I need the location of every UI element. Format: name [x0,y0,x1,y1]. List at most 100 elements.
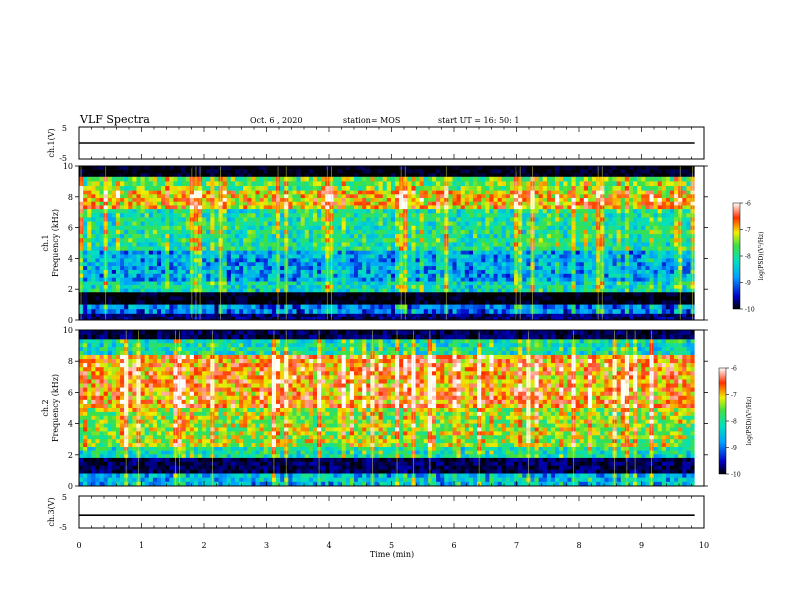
spectrogram-cell [440,258,445,263]
spectrogram-cell [587,250,593,255]
spectrogram-cell [481,205,486,210]
spectrogram-cell [624,242,630,247]
spectrogram-cell [136,198,141,203]
spectrogram-cell [156,173,162,178]
spectrogram-cell [649,181,654,187]
spectrogram-cell [345,250,351,255]
spectrogram-cell [382,281,388,286]
spectrogram-cell [423,217,429,222]
spectrogram-cell [473,258,478,263]
spectrogram-cell [91,254,96,259]
spectrogram-cell [292,213,297,218]
spectrogram-cell [423,285,429,289]
spectrogram-cell [378,166,383,170]
spectrogram-cell [522,186,527,191]
spectrogram-cell [165,186,170,191]
spectrogram-cell [460,176,466,182]
spectrogram-cell [407,169,412,174]
spectrogram-cell [567,198,572,203]
spectrogram-cell [271,266,277,271]
spectrogram-cell [95,169,100,174]
spectrogram-cell [95,281,100,286]
spectrogram-cell [169,285,174,289]
spectrogram-cell [637,221,642,227]
spectrogram-cell [243,250,248,255]
spectrogram-cell [604,250,609,255]
spectrogram-cell [526,238,531,243]
spectrogram-cell [575,281,580,286]
spectrogram-cell [633,288,638,293]
spectrogram-cell [140,288,145,293]
spectrogram-cell [419,169,425,174]
spectrogram-cell [657,198,663,203]
spectrogram-cell [456,281,461,286]
spectrogram-cell [226,229,232,235]
spectrogram-cell [341,169,347,174]
spectrogram-cell [259,190,264,195]
spectrogram-cell [624,229,630,235]
spectrogram-cell [477,285,482,289]
spectrogram-cell [489,234,494,239]
spectrogram-cell [128,221,133,227]
spectrogram-cell [148,281,154,286]
spectrogram-cell [206,281,211,286]
spectrogram-cell [165,225,170,231]
spectrogram-cell [427,181,433,187]
spectrogram-cell [140,201,145,206]
spectrogram-cell [489,213,494,218]
spectrogram-cell [555,173,560,178]
spectrogram-cell [115,234,121,239]
spectrogram-cell [271,176,277,182]
spectrogram-cell [501,221,507,227]
spectrogram-cell [144,281,150,286]
spectrogram-cell [271,181,277,187]
spectrogram-cell [534,198,539,203]
spectrogram-cell [148,254,154,259]
spectrogram-cell [165,269,170,275]
spectrogram-cell [477,262,482,267]
spectrogram-cell [649,277,654,282]
spectrogram-cell [682,238,687,243]
spectrogram-cell [423,209,429,214]
spectrogram-cell [452,269,457,275]
spectrogram-cell [87,254,92,259]
spectrogram-cell [633,225,638,231]
spectrogram-cell [559,173,564,178]
spectrogram-cell [358,176,363,182]
spectrogram-cell [169,273,174,278]
spectrogram-cell [296,281,301,286]
spectrogram-cell [628,173,634,178]
spectrogram-cell [144,250,150,255]
spectrogram-cell [288,176,293,182]
spectrogram-cell [440,198,445,203]
spectrogram-cell [128,250,133,255]
spectrogram-cell [374,166,379,170]
spectrogram-cell [120,246,125,251]
spectrogram-cell [128,205,133,210]
spectrogram-cell [481,281,486,286]
spectrogram-cell [292,277,297,282]
spectrogram-cell [460,285,466,289]
spectrogram-cell [214,225,219,231]
spectrogram-cell [460,169,466,174]
spectrogram-cell [526,234,531,239]
spectrogram-cell [288,169,293,174]
spectrogram-cell [456,254,461,259]
spectrogram-cell [661,181,667,187]
spectrogram-cell [436,285,441,289]
spectrogram-cell [358,277,363,282]
spectrogram-cell [526,186,531,191]
spectrogram-cell [99,201,104,206]
spectrogram-cell [124,186,129,191]
spectrogram-cell [161,258,166,263]
spectrogram-cell [165,234,170,239]
spectrogram-cell [280,190,285,195]
spectrogram-cell [550,169,556,174]
spectrogram-cell [148,277,154,282]
spectrogram-cell [477,281,482,286]
spectrogram-cell [255,273,260,278]
spectrogram-cell [132,213,137,218]
spectrogram-cell [136,194,141,199]
spectrogram-cell [230,181,236,187]
spectrogram-cell [378,176,383,182]
